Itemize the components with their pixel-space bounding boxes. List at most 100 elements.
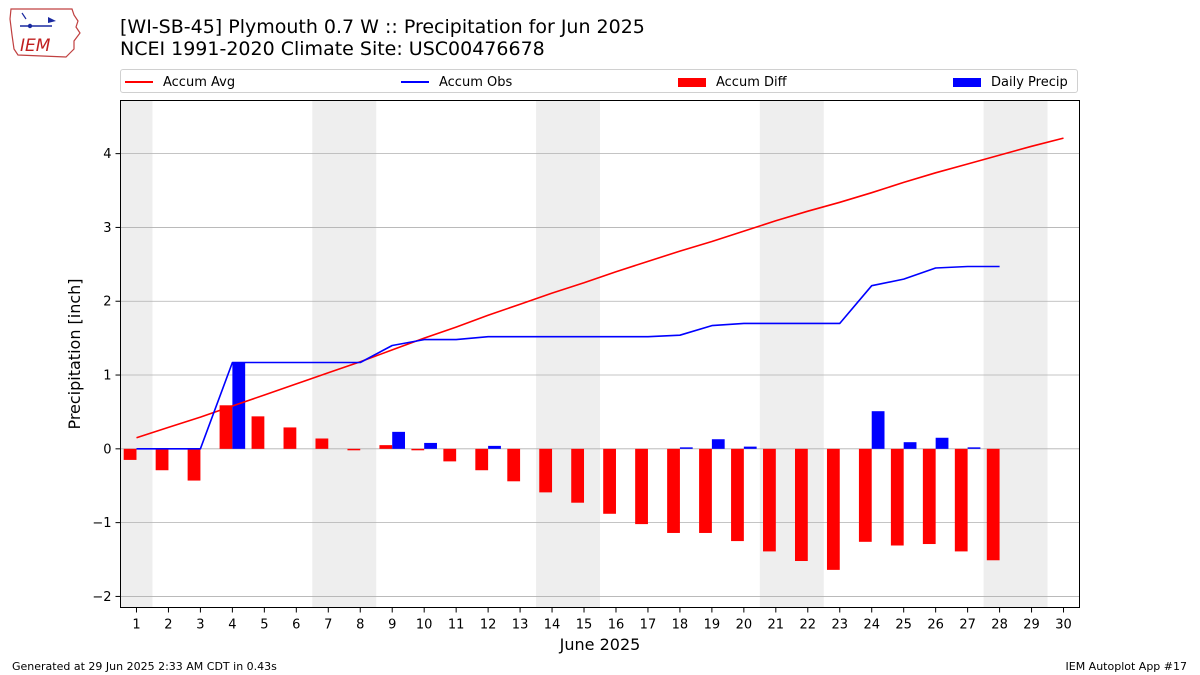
accum-diff-bar [219, 405, 233, 449]
daily-precip-bar [679, 447, 693, 449]
legend-swatch-accum-diff [678, 77, 706, 87]
y-tick-label: 4 [103, 147, 111, 162]
x-tick-label: 23 [831, 618, 848, 633]
legend-item-accum-obs: Accum Obs [401, 70, 512, 94]
accum-diff-bar [315, 438, 329, 449]
accum-diff-bar [571, 448, 585, 503]
x-tick-label: 26 [927, 618, 944, 633]
accum-diff-bar [986, 448, 1000, 561]
x-tick-label: 9 [388, 618, 396, 633]
accum-avg-line [136, 137, 1064, 439]
chart-title-block: [WI-SB-45] Plymouth 0.7 W :: Precipitati… [120, 16, 645, 60]
weekend-shade-band [120, 100, 153, 608]
y-gridlines [120, 153, 1080, 597]
x-tick-label: 6 [292, 618, 300, 633]
legend-item-accum-avg: Accum Avg [125, 70, 235, 94]
y-tick-label: 2 [103, 295, 111, 310]
x-tick-label: 7 [324, 618, 332, 633]
accum-diff-bar [922, 448, 936, 545]
x-tick-label: 14 [544, 618, 561, 633]
x-tick-label: 2 [164, 618, 172, 633]
weekend-shade-band [983, 100, 1048, 608]
legend-swatch-accum-avg [125, 81, 153, 83]
accum-diff-bar [667, 448, 680, 533]
accum-diff-bar [443, 448, 457, 462]
x-tick-label: 30 [1055, 618, 1072, 633]
x-tick-label: 10 [416, 618, 433, 633]
x-tick-label: 17 [640, 618, 657, 633]
accum-diff-bar [539, 448, 553, 493]
accum-diff-bar [603, 448, 616, 514]
x-tick-label: 19 [704, 618, 721, 633]
daily-precip-bar [935, 437, 949, 449]
logo-text: IEM [20, 36, 51, 56]
daily-precip-bar [903, 442, 917, 449]
iowa-outline-icon [9, 8, 81, 58]
daily-precip-bar [232, 362, 246, 449]
legend-item-daily-precip: Daily Precip [953, 70, 1068, 94]
accum-diff-bar [763, 448, 776, 552]
plot-frame [120, 100, 1080, 608]
x-tick-label: 22 [800, 618, 817, 633]
legend-label-accum-diff: Accum Diff [716, 74, 787, 90]
accum-diff-bar [379, 445, 393, 449]
legend-label-accum-avg: Accum Avg [163, 74, 236, 90]
y-axis-label: Precipitation [inch] [65, 278, 84, 429]
generated-timestamp: Generated at 29 Jun 2025 2:33 AM CDT in … [12, 660, 277, 673]
x-tick-label: 3 [196, 618, 204, 633]
accum-diff-bar [635, 448, 648, 525]
accum-diff-bar [507, 448, 521, 482]
y-tick-label: 1 [103, 369, 111, 384]
accum-diff-bar [283, 427, 297, 449]
x-tick-label: 4 [228, 618, 236, 633]
daily-precip-bar [424, 442, 437, 449]
y-tick-label: −1 [92, 516, 111, 531]
weekend-shade-band [759, 100, 824, 608]
daily-precip-bar [967, 447, 981, 449]
accum-diff-bar [858, 448, 872, 542]
x-tick-label: 18 [672, 618, 689, 633]
x-tick-label: 25 [895, 618, 912, 633]
bars [123, 362, 1000, 570]
daily-precip-bar [711, 439, 725, 449]
y-tick-label: 3 [103, 221, 111, 236]
legend-swatch-accum-obs [401, 81, 429, 83]
x-tick-label: 5 [260, 618, 268, 633]
accum-diff-bar [475, 448, 489, 471]
x-tick-label: 15 [576, 618, 593, 633]
y-tick-label: −2 [92, 590, 111, 605]
x-tick-label: 24 [863, 618, 880, 633]
accum-diff-bar [826, 448, 840, 570]
lines [136, 137, 1064, 450]
accum-diff-bar [251, 416, 265, 449]
chart-legend: Accum Avg Accum Obs Accum Diff Daily Pre… [120, 69, 1078, 93]
daily-precip-bar [871, 411, 885, 449]
x-tick-label: 12 [480, 618, 497, 633]
accum-diff-bar [794, 448, 808, 562]
x-tick-label: 8 [356, 618, 364, 633]
daily-precip-bar [488, 445, 501, 449]
weekend-shade-band [536, 100, 600, 608]
x-tick-label: 13 [512, 618, 529, 633]
accum-diff-bar [699, 448, 712, 533]
accum-obs-line [136, 265, 1000, 450]
x-tick-label: 29 [1023, 618, 1040, 633]
daily-precip-bar [392, 431, 406, 449]
chart-title: [WI-SB-45] Plymouth 0.7 W :: Precipitati… [120, 16, 645, 38]
x-axis-label: June 2025 [559, 635, 641, 654]
legend-label-accum-obs: Accum Obs [439, 74, 513, 90]
daily-precip-bar [743, 446, 757, 449]
x-tick-label: 11 [448, 618, 465, 633]
iem-logo: IEM [9, 8, 81, 58]
accum-diff-bar [187, 448, 201, 481]
weekend-shade-band [312, 100, 377, 608]
accum-diff-bar [890, 448, 904, 546]
y-tick-label: 0 [103, 442, 111, 457]
accum-diff-bar [123, 448, 137, 460]
x-tick-label: 27 [959, 618, 976, 633]
legend-swatch-daily-precip [953, 77, 981, 87]
accum-diff-bar [155, 448, 169, 471]
x-tick-label: 28 [991, 618, 1008, 633]
